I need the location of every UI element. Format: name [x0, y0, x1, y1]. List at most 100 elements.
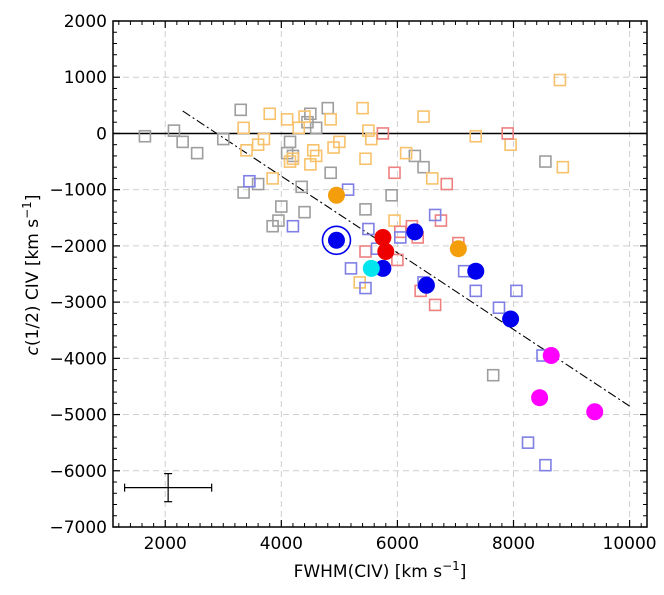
y-tick-label: 2000	[64, 12, 107, 32]
x-tick-label: 10000	[603, 534, 657, 554]
open-square-point	[388, 166, 401, 180]
open-square-point	[428, 298, 442, 312]
filled-circle-point	[327, 231, 345, 249]
open-square-point	[275, 200, 288, 213]
y-tick-label: −1000	[49, 181, 107, 201]
open-square-point	[333, 135, 346, 149]
open-square-point	[486, 368, 500, 382]
open-square-point	[266, 172, 279, 185]
open-square-point	[364, 132, 378, 146]
x-tick-label: 6000	[376, 534, 419, 554]
open-square-point	[283, 155, 297, 168]
x-tick-label: 8000	[492, 534, 535, 554]
filled-circle-point	[362, 259, 380, 277]
open-square-point	[286, 152, 300, 166]
filled-circle-point	[467, 262, 485, 280]
open-square-point	[272, 214, 285, 227]
open-square-point	[251, 177, 265, 191]
open-square-point	[469, 129, 483, 143]
plot-frame	[112, 20, 648, 528]
filled-circle-point	[502, 310, 520, 328]
open-square-point	[359, 152, 372, 166]
open-square-point	[280, 113, 294, 126]
open-square-point	[417, 160, 430, 174]
filled-circle-point	[417, 276, 435, 294]
open-square-point	[359, 245, 372, 258]
open-square-point	[501, 127, 514, 140]
open-square-point	[399, 146, 413, 160]
open-square-point	[417, 110, 430, 123]
open-square-point	[539, 155, 552, 168]
y-tick-label: 0	[96, 124, 107, 144]
y-tick-label: −2000	[49, 237, 107, 257]
open-square-point	[257, 132, 271, 146]
open-square-point	[237, 121, 250, 135]
filled-circle-point	[542, 347, 560, 365]
x-tick-label: 2000	[144, 534, 187, 554]
axis-ticks: 2000 4000 6000 8000 10000200010000−1000−2000…	[49, 12, 656, 554]
y-tick-label: −3000	[49, 293, 107, 313]
x-tick-label: 4000	[260, 534, 303, 554]
open-square-point	[359, 203, 372, 216]
open-square-point	[309, 149, 323, 163]
filled-circle-point	[374, 228, 392, 246]
data-points	[138, 73, 604, 472]
error-bar	[124, 472, 213, 503]
open-square-point	[234, 103, 247, 117]
open-square-point	[504, 138, 517, 151]
open-square-point	[237, 186, 250, 199]
open-square-point	[359, 281, 372, 295]
open-square-point	[324, 166, 337, 180]
open-square-point	[553, 73, 567, 87]
y-axis-label: c(1/2) CIV [km s−1]	[20, 195, 43, 356]
open-square-point	[216, 132, 230, 146]
filled-circle-point	[406, 223, 424, 241]
filled-circle-point	[449, 240, 467, 258]
open-square-point	[391, 253, 404, 267]
open-square-point	[521, 436, 535, 449]
open-square-point	[283, 135, 297, 149]
open-square-point	[408, 149, 422, 163]
open-square-point	[298, 110, 311, 123]
y-tick-label: −4000	[49, 349, 107, 369]
open-square-point	[428, 208, 442, 222]
open-square-point	[324, 113, 337, 126]
open-square-point	[298, 205, 311, 219]
open-square-point	[510, 284, 523, 298]
filled-circle-point	[586, 403, 604, 421]
x-axis-label: FWHM(CIV) [km s−1]	[294, 559, 467, 582]
open-square-point	[286, 219, 300, 233]
open-square-point	[321, 101, 335, 115]
open-square-point	[556, 160, 570, 174]
y-tick-label: −7000	[49, 518, 107, 538]
open-square-point	[138, 129, 152, 143]
open-square-point	[385, 188, 398, 202]
open-square-point	[388, 214, 401, 227]
filled-circle-point	[531, 389, 549, 407]
open-square-point	[176, 135, 189, 149]
open-square-point	[309, 121, 323, 135]
open-square-point	[344, 262, 358, 275]
filled-circle-point	[377, 243, 395, 261]
open-square-point	[376, 127, 390, 140]
open-square-point	[539, 458, 552, 472]
y-tick-label: −6000	[49, 462, 107, 482]
y-tick-label: −5000	[49, 406, 107, 426]
open-square-point	[362, 124, 375, 137]
open-square-point	[440, 177, 454, 191]
open-square-point	[469, 284, 483, 298]
open-square-point	[295, 180, 308, 194]
open-square-point	[362, 222, 375, 236]
open-square-point	[492, 301, 506, 315]
open-square-point	[263, 107, 277, 121]
open-square-point	[243, 174, 256, 188]
y-tick-label: 1000	[64, 68, 107, 88]
highlight-ring	[321, 225, 352, 256]
open-square-point	[190, 146, 204, 160]
filled-circle-point	[327, 186, 345, 204]
open-square-point	[425, 172, 439, 185]
open-square-point	[394, 231, 407, 244]
open-square-point	[356, 101, 369, 115]
open-square-point	[167, 124, 181, 137]
